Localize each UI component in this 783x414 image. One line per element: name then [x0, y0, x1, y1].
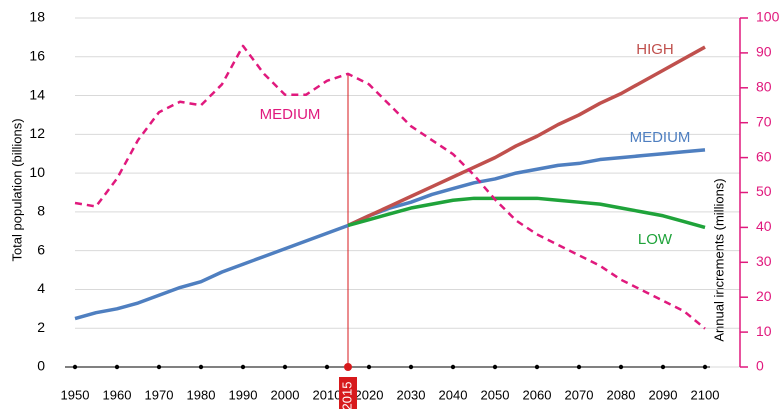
marker-dot: [344, 363, 352, 371]
x-tick-label: 2060: [523, 387, 552, 402]
x-tick-label: 2010: [313, 387, 342, 402]
x-tick-label: 1980: [187, 387, 216, 402]
y2-tick-label: 60: [756, 148, 772, 164]
y-tick-label: 18: [29, 9, 45, 25]
series-label: MEDIUM: [630, 129, 691, 146]
x-tick: [534, 364, 540, 370]
x-tick: [324, 364, 330, 370]
x-tick-label: 2100: [691, 387, 720, 402]
y-tick-label: 10: [29, 164, 45, 180]
x-tick-label: 2050: [481, 387, 510, 402]
y2-axis-title: Annual increments (millions): [711, 178, 726, 341]
series-line: [347, 196, 706, 230]
series-label: LOW: [638, 231, 673, 248]
y2-tick-label: 20: [756, 288, 772, 304]
x-tick: [450, 364, 456, 370]
series-label: HIGH: [636, 41, 674, 58]
y-axis-title: Total population (billions): [9, 118, 24, 261]
x-tick-label: 2000: [271, 387, 300, 402]
x-tick: [366, 364, 372, 370]
y2-tick-label: 80: [756, 79, 772, 95]
x-tick-label: 1960: [103, 387, 132, 402]
y2-tick-label: 100: [756, 9, 780, 25]
y-tick-label: 0: [37, 358, 45, 374]
y2-tick-label: 50: [756, 183, 772, 199]
marker-label-box: [339, 377, 357, 414]
marker-label: 2015: [339, 382, 354, 409]
x-tick-label: 1950: [61, 387, 90, 402]
y-tick-label: 2: [37, 319, 45, 335]
y-tick-label: 4: [37, 280, 45, 296]
y2-tick-label: 10: [756, 323, 772, 339]
x-tick: [408, 364, 414, 370]
x-tick: [618, 364, 624, 370]
dashed-line: [74, 44, 706, 330]
x-tick: [282, 364, 288, 370]
x-tick: [114, 364, 120, 370]
x-tick: [702, 364, 708, 370]
x-tick-label: 2040: [439, 387, 468, 402]
y2-tick-label: 30: [756, 253, 772, 269]
x-tick: [660, 364, 666, 370]
x-tick: [240, 364, 246, 370]
y2-tick-label: 70: [756, 113, 772, 129]
x-tick: [492, 364, 498, 370]
y-tick-label: 16: [29, 47, 45, 63]
series-label: MEDIUM: [260, 106, 321, 123]
x-tick: [156, 364, 162, 370]
y2-tick-label: 90: [756, 44, 772, 60]
y2-tick-label: 0: [756, 358, 764, 374]
x-tick-label: 1970: [145, 387, 174, 402]
x-tick-label: 2080: [607, 387, 636, 402]
y-tick-label: 6: [37, 241, 45, 257]
series-line: [347, 45, 706, 228]
x-tick-label: 2070: [565, 387, 594, 402]
x-tick: [576, 364, 582, 370]
x-tick-label: 1990: [229, 387, 258, 402]
x-tick: [198, 364, 204, 370]
series-line: [74, 148, 706, 321]
x-tick-label: 2030: [397, 387, 426, 402]
x-tick-label: 2090: [649, 387, 678, 402]
x-tick-label: 2020: [355, 387, 384, 402]
y2-tick-label: 40: [756, 218, 772, 234]
y-tick-label: 14: [29, 86, 45, 102]
x-tick: [72, 364, 78, 370]
y-tick-label: 12: [29, 125, 45, 141]
y-tick-label: 8: [37, 203, 45, 219]
